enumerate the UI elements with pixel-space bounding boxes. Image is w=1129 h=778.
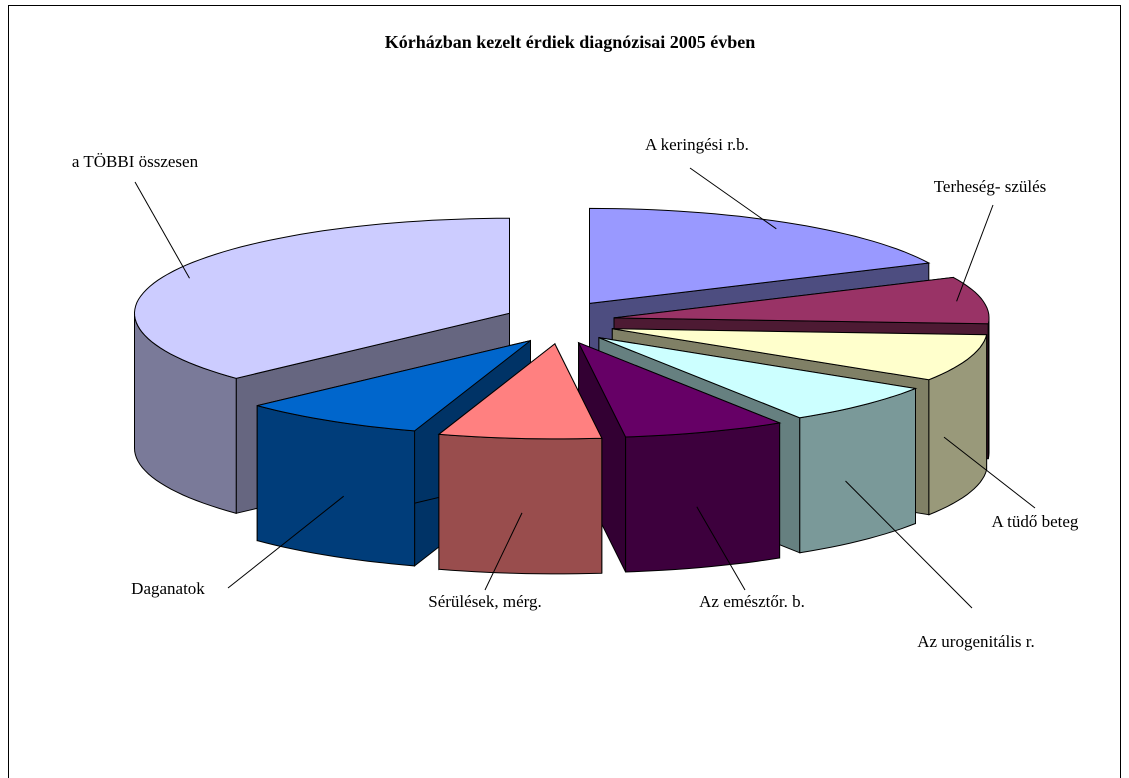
slice xyxy=(437,343,603,440)
slice-label: Terheség- szülés xyxy=(934,177,1047,196)
slice-label: A tüdő beteg xyxy=(992,512,1079,531)
slice xyxy=(589,207,931,304)
leader-line xyxy=(689,167,777,230)
leader-line xyxy=(227,495,345,589)
leader-line xyxy=(943,436,1036,509)
slice xyxy=(612,328,988,381)
slice-side xyxy=(625,422,781,573)
slice-label: a TÖBBI összesen xyxy=(72,152,199,171)
leader-line xyxy=(696,506,746,591)
leader-line xyxy=(484,512,523,591)
slice-side xyxy=(256,404,416,567)
labels: A keringési r.b. Terheség- szülés A tüdő b… xyxy=(72,135,1079,651)
slice xyxy=(598,337,918,419)
pie xyxy=(133,207,990,575)
slice-label: A keringési r.b. xyxy=(645,135,749,154)
slice xyxy=(577,341,782,438)
slice-label: Az urogenitális r. xyxy=(917,632,1035,651)
slice-label: Sérülések, mérg. xyxy=(428,592,541,611)
leader-line xyxy=(845,480,973,609)
slice xyxy=(613,276,990,325)
slice-label: Daganatok xyxy=(131,579,205,598)
slice-side xyxy=(987,317,990,459)
slice-side xyxy=(438,433,603,575)
slice xyxy=(257,340,531,432)
slice-label: Az emésztőr. b. xyxy=(699,592,805,611)
chart-title: Kórházban kezelt érdiek diagnózisai 2005… xyxy=(385,32,756,52)
slice xyxy=(133,217,510,379)
leader-line xyxy=(134,181,190,279)
leader-line xyxy=(956,204,994,302)
